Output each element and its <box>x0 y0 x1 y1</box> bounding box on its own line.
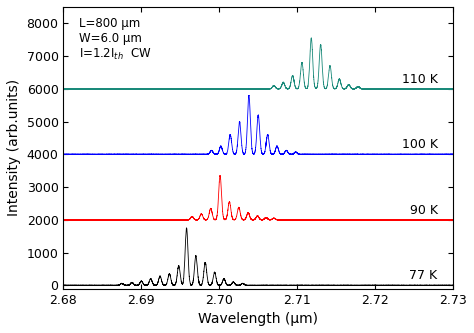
Text: 100 K: 100 K <box>401 138 438 151</box>
Text: 77 K: 77 K <box>410 269 438 282</box>
Y-axis label: Intensity (arb.units): Intensity (arb.units) <box>7 79 21 216</box>
Text: 110 K: 110 K <box>401 73 438 86</box>
X-axis label: Wavelength (μm): Wavelength (μm) <box>198 312 318 326</box>
Text: 90 K: 90 K <box>410 203 438 216</box>
Text: L=800 μm
W=6.0 μm
I=1.2I$_{th}$  CW: L=800 μm W=6.0 μm I=1.2I$_{th}$ CW <box>79 17 152 62</box>
